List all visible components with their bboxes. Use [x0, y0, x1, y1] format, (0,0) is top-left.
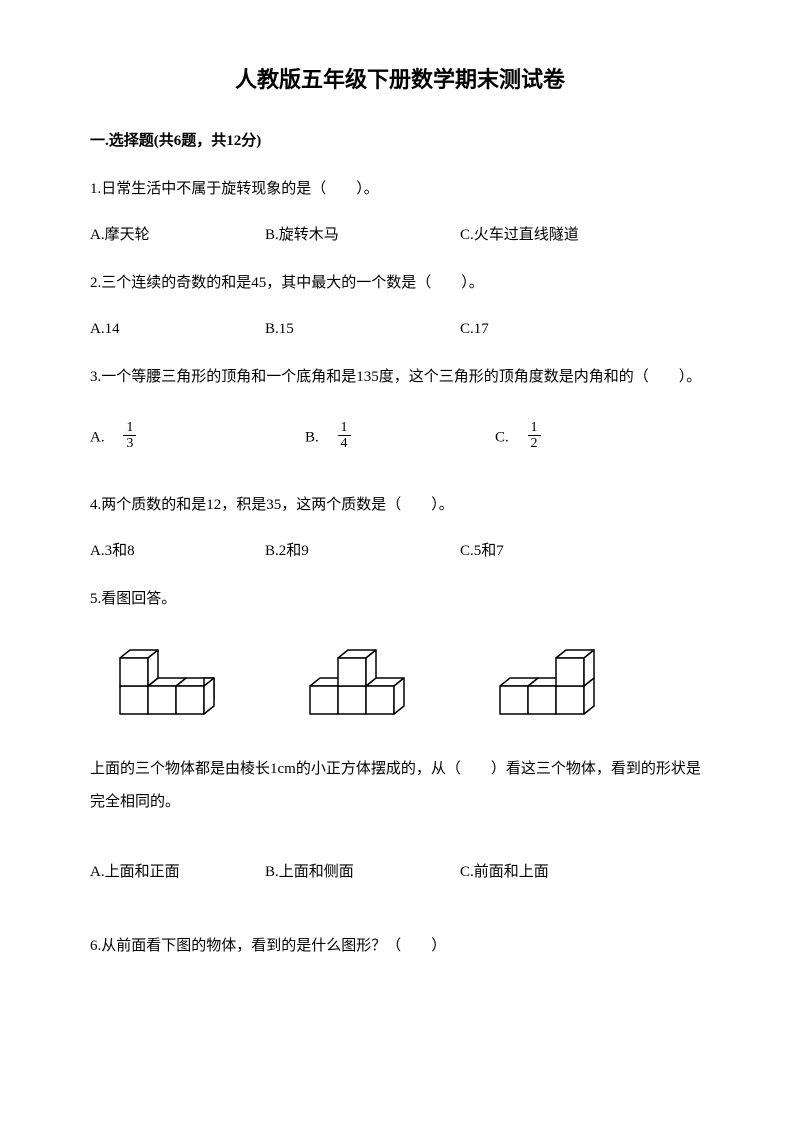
- q3-b-prefix: B.: [305, 429, 334, 445]
- section-header: 一.选择题(共6题，共12分): [90, 128, 710, 155]
- q2-opt-a: A.14: [90, 316, 265, 343]
- q3-opt-c: C. 1 2: [495, 422, 615, 454]
- q3-b-den: 4: [338, 436, 351, 451]
- q2-opt-b: B.15: [265, 316, 460, 343]
- page-title: 人教版五年级下册数学期末测试卷: [90, 60, 710, 100]
- q2-text: 2.三个连续的奇数的和是45，其中最大的一个数是（ ）。: [90, 267, 710, 300]
- q5-shape-1: [110, 644, 230, 719]
- q3-c-prefix: C.: [495, 429, 524, 445]
- q1-opt-b: B.旋转木马: [265, 222, 460, 249]
- q1-opt-a: A.摩天轮: [90, 222, 265, 249]
- q3-c-den: 2: [528, 436, 541, 451]
- q3-b-num: 1: [338, 420, 351, 436]
- q5-options: A.上面和正面 B.上面和侧面 C.前面和上面: [90, 859, 710, 886]
- q5-opt-a: A.上面和正面: [90, 859, 265, 886]
- q5-opt-c: C.前面和上面: [460, 859, 549, 886]
- q4-options: A.3和8 B.2和9 C.5和7: [90, 538, 710, 565]
- q2-opt-c: C.17: [460, 316, 489, 343]
- q3-text: 3.一个等腰三角形的顶角和一个底角和是135度，这个三角形的顶角度数是内角和的（…: [90, 361, 710, 394]
- q1-opt-c: C.火车过直线隧道: [460, 222, 579, 249]
- q3-opt-b: B. 1 4: [305, 422, 495, 454]
- q3-b-fraction: 1 4: [338, 420, 351, 452]
- q5-shape-2: [300, 644, 420, 719]
- q3-c-fraction: 1 2: [528, 420, 541, 452]
- q3-c-num: 1: [528, 420, 541, 436]
- q3-a-num: 1: [123, 420, 136, 436]
- q4-text: 4.两个质数的和是12，积是35，这两个质数是（ ）。: [90, 489, 710, 522]
- q5-figures: [110, 644, 710, 719]
- q2-options: A.14 B.15 C.17: [90, 316, 710, 343]
- q5-text: 上面的三个物体都是由棱长1cm的小正方体摆成的，从（ ）看这三个物体，看到的形状…: [90, 753, 710, 819]
- q5-opt-b: B.上面和侧面: [265, 859, 460, 886]
- q3-a-prefix: A.: [90, 429, 120, 445]
- q4-opt-c: C.5和7: [460, 538, 504, 565]
- q5-shape-3: [490, 644, 610, 719]
- q5-stem: 5.看图回答。: [90, 583, 710, 616]
- q6-text: 6.从前面看下图的物体，看到的是什么图形？（ ）: [90, 930, 710, 963]
- q3-a-den: 3: [123, 436, 136, 451]
- q3-a-fraction: 1 3: [123, 420, 136, 452]
- q1-text: 1.日常生活中不属于旋转现象的是（ ）。: [90, 173, 710, 206]
- q1-options: A.摩天轮 B.旋转木马 C.火车过直线隧道: [90, 222, 710, 249]
- q3-options: A. 1 3 B. 1 4 C. 1 2: [90, 422, 710, 454]
- q4-opt-b: B.2和9: [265, 538, 460, 565]
- q4-opt-a: A.3和8: [90, 538, 265, 565]
- q3-opt-a: A. 1 3: [90, 422, 305, 454]
